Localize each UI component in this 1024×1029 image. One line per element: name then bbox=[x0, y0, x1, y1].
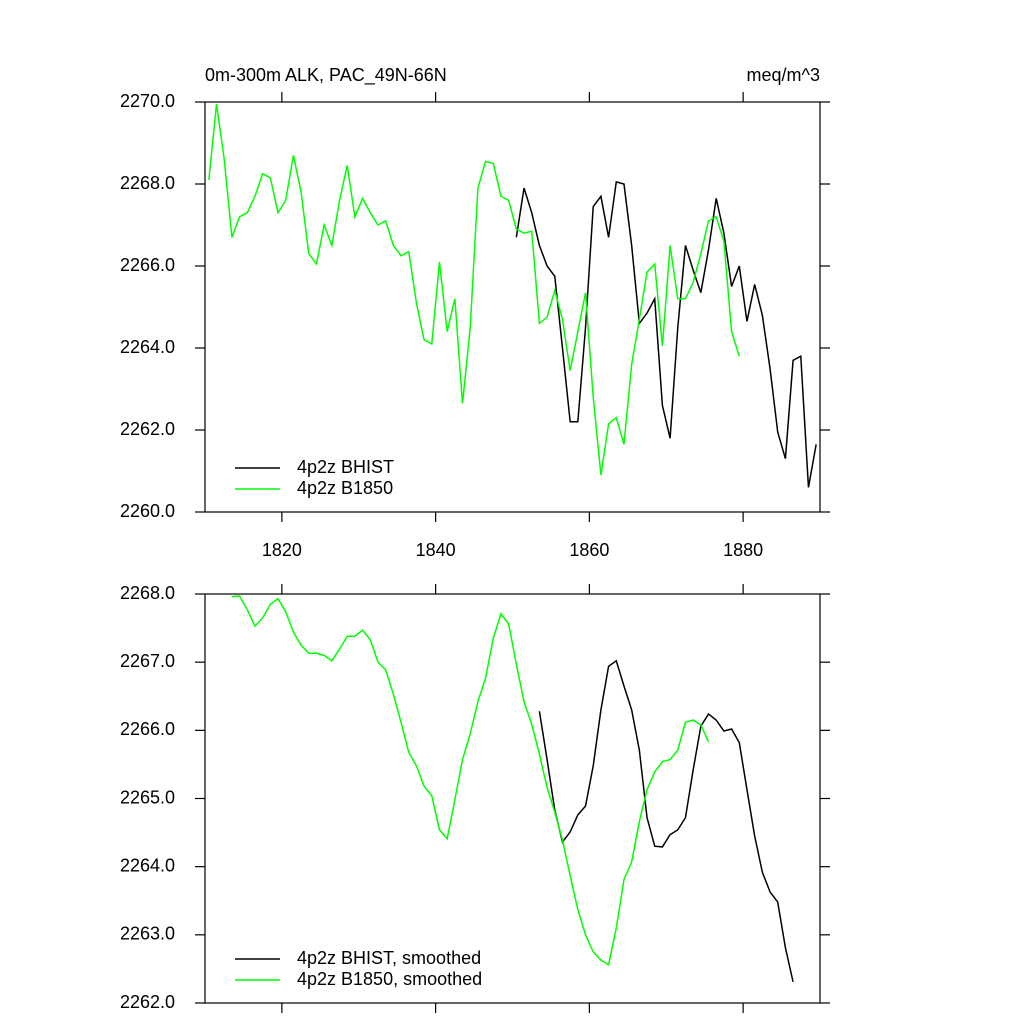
plot-frame bbox=[204, 593, 821, 1004]
y-tick-label: 2263.0 bbox=[120, 924, 175, 944]
y-tick-label: 2262.0 bbox=[120, 419, 175, 439]
data-line bbox=[208, 103, 740, 476]
legend-label: 4p2z B1850, smoothed bbox=[297, 969, 482, 989]
legend-label: 4p2z BHIST bbox=[297, 457, 394, 477]
data-line bbox=[231, 595, 710, 967]
y-tick-label: 2267.0 bbox=[120, 651, 175, 671]
x-tick-label: 1880 bbox=[723, 540, 763, 560]
plot-frame bbox=[204, 101, 821, 513]
y-tick-label: 2264.0 bbox=[120, 337, 175, 357]
y-tick-label: 2268.0 bbox=[120, 583, 175, 603]
legend-label: 4p2z B1850 bbox=[297, 478, 393, 498]
x-tick-label: 1840 bbox=[416, 540, 456, 560]
units-label: meq/m^3 bbox=[747, 65, 820, 85]
y-tick-label: 2266.0 bbox=[120, 719, 175, 739]
data-line bbox=[515, 181, 817, 488]
x-tick-label: 1860 bbox=[569, 540, 609, 560]
y-tick-label: 2264.0 bbox=[120, 855, 175, 875]
x-tick-label: 1820 bbox=[262, 540, 302, 560]
y-tick-label: 2262.0 bbox=[120, 992, 175, 1012]
y-tick-label: 2268.0 bbox=[120, 173, 175, 193]
y-tick-label: 2270.0 bbox=[120, 91, 175, 111]
y-tick-label: 2266.0 bbox=[120, 255, 175, 275]
y-tick-label: 2260.0 bbox=[120, 501, 175, 521]
chart-title: 0m-300m ALK, PAC_49N-66N bbox=[205, 65, 447, 86]
y-tick-label: 2265.0 bbox=[120, 787, 175, 807]
data-line bbox=[538, 659, 794, 983]
legend-label: 4p2z BHIST, smoothed bbox=[297, 948, 481, 968]
